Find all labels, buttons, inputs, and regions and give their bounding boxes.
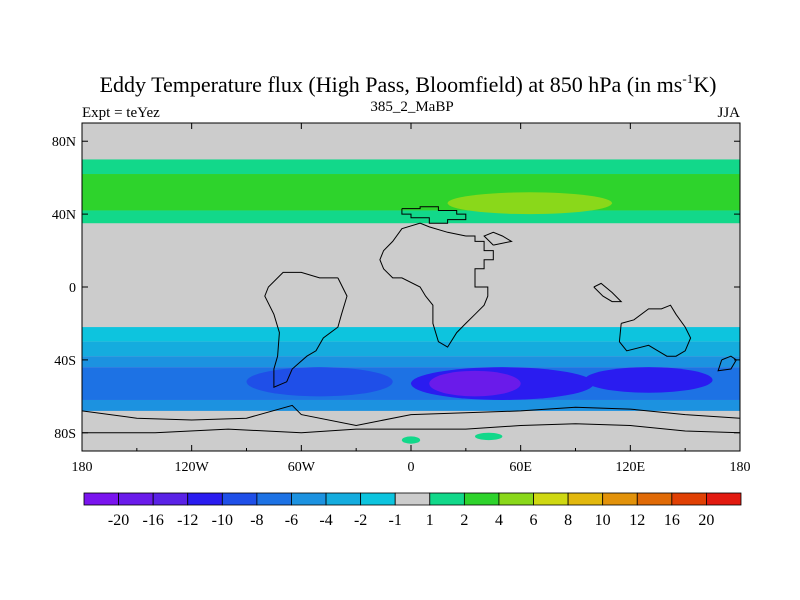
colorbar-label-6: -4 xyxy=(319,512,332,529)
contour-feature-2 xyxy=(429,370,521,397)
colorbar-label-9: 1 xyxy=(426,512,434,529)
plot-area xyxy=(82,123,740,451)
contour-feature-4 xyxy=(246,367,393,397)
colorbar-swatch-4 xyxy=(221,492,258,506)
colorbar-label-5: -6 xyxy=(285,512,298,529)
colorbar-label-8: -1 xyxy=(389,512,402,529)
colorbar-swatch-17 xyxy=(671,492,707,506)
x-tick-label-5: 120E xyxy=(616,460,646,475)
y-tick-label-0: 80N xyxy=(52,135,76,150)
colorbar-swatch-7 xyxy=(325,492,362,506)
x-tick-label-2: 60W xyxy=(288,460,316,475)
colorbar-label-12: 6 xyxy=(530,512,538,529)
chart-title: Eddy Temperature flux (High Pass, Bloomf… xyxy=(100,71,717,97)
x-tick-label-0: 180 xyxy=(72,460,93,475)
colorbar-swatch-14 xyxy=(567,492,604,506)
colorbar-label-14: 10 xyxy=(595,512,611,529)
colorbar-swatch-11 xyxy=(463,492,500,506)
x-tick-label-6: 180 xyxy=(730,460,751,475)
colorbar-swatch-18 xyxy=(706,492,742,506)
colorbar-label-13: 8 xyxy=(564,512,572,529)
colorbar-swatch-13 xyxy=(533,492,569,506)
colorbar-swatch-9 xyxy=(394,492,431,506)
y-tick-label-1: 40N xyxy=(52,208,76,223)
colorbar-swatch-10 xyxy=(429,492,465,506)
contour-band-0 xyxy=(82,159,740,175)
coastline-5 xyxy=(717,355,737,372)
y-tick-label-3: 40S xyxy=(54,354,76,369)
coastline-3 xyxy=(618,304,692,357)
subtitle-right: JJA xyxy=(717,105,740,121)
coastline-7 xyxy=(82,423,740,434)
colorbar-swatch-8 xyxy=(360,492,396,506)
contour-feature-3 xyxy=(584,367,713,393)
chart-title-main: Eddy Temperature flux (High Pass, Bloomf… xyxy=(100,72,683,97)
colorbar-swatch-3 xyxy=(187,492,223,506)
subtitle-center: 385_2_MaBP xyxy=(370,99,453,115)
colorbar-label-7: -2 xyxy=(354,512,367,529)
colorbar-label-15: 12 xyxy=(629,512,645,529)
colorbar-label-16: 16 xyxy=(664,512,680,529)
coastline-layer xyxy=(82,206,740,434)
colorbar-swatch-15 xyxy=(602,492,638,506)
coastline-8 xyxy=(483,231,513,246)
colorbar-label-0: -20 xyxy=(108,512,129,529)
colorbar-label-2: -12 xyxy=(177,512,198,529)
colorbar-swatch-16 xyxy=(636,492,673,506)
colorbar-swatch-0 xyxy=(83,492,119,506)
bands-layer xyxy=(82,159,740,411)
colorbar-swatch-2 xyxy=(152,492,189,506)
colorbar-label-17: 20 xyxy=(698,512,714,529)
x-tick-label-1: 120W xyxy=(175,460,210,475)
features-layer xyxy=(246,192,713,444)
y-axis: 80N 40N 0 40S 80S xyxy=(52,135,740,442)
x-tick-label-4: 60E xyxy=(509,460,532,475)
chart-title-superscript: -1 xyxy=(682,71,693,86)
contour-band-7 xyxy=(82,399,740,411)
coastline-4 xyxy=(593,282,623,303)
coastline-6 xyxy=(82,404,740,427)
chart-title-end: K) xyxy=(693,72,716,97)
coastline-1 xyxy=(379,222,494,348)
contour-feature-0 xyxy=(447,192,613,215)
contour-band-4 xyxy=(82,341,740,357)
contour-feature-5 xyxy=(401,436,421,444)
colorbar-swatch-6 xyxy=(291,492,327,506)
colorbar-swatch-12 xyxy=(498,492,534,506)
x-axis: 180 120W 60W 0 60E 120E 180 xyxy=(72,123,751,475)
x-tick-label-3: 0 xyxy=(408,460,415,475)
colorbar-label-4: -8 xyxy=(250,512,263,529)
contour-feature-6 xyxy=(474,432,503,441)
colorbar-swatch-5 xyxy=(256,492,292,506)
contour-band-5 xyxy=(82,356,740,368)
y-tick-label-2: 0 xyxy=(69,281,76,296)
contour-band-3 xyxy=(82,327,740,342)
coastline-2 xyxy=(264,271,348,388)
colorbar: -20 -16 -12 -10 -8 -6 -4 -2 -1 1 2 4 6 8 10 12 16 20 xyxy=(83,492,742,529)
y-tick-label-4: 80S xyxy=(54,427,76,442)
colorbar-label-3: -10 xyxy=(212,512,233,529)
colorbar-label-10: 2 xyxy=(460,512,468,529)
colorbar-label-11: 4 xyxy=(495,512,503,529)
contour-band-1 xyxy=(82,174,740,211)
colorbar-swatch-1 xyxy=(118,492,154,506)
coastline-0 xyxy=(401,206,467,224)
subtitle-left: Expt = teYez xyxy=(82,105,160,121)
colorbar-label-1: -16 xyxy=(142,512,163,529)
